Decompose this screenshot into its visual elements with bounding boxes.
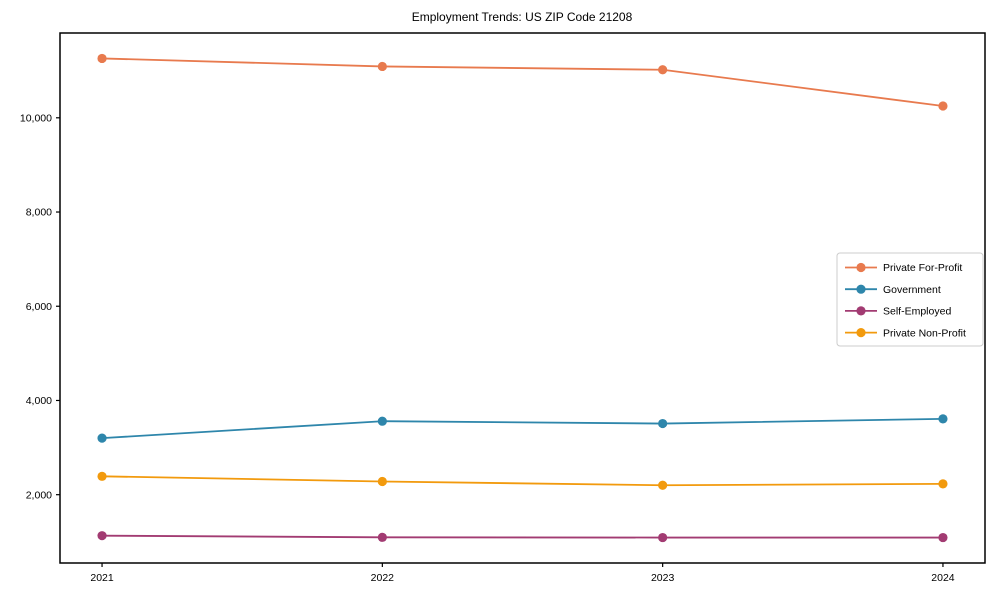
legend-box [836, 252, 984, 347]
x-tick-label: 2022 [371, 572, 395, 584]
y-tick-label: 2,000 [26, 489, 52, 501]
plot-frame [59, 32, 986, 564]
y-tick-label: 8,000 [26, 207, 52, 219]
data-point-marker [377, 416, 387, 426]
series-line [102, 57, 944, 107]
y-tick-label: 6,000 [26, 301, 52, 313]
data-point-marker [938, 101, 948, 111]
legend-label: Self-Employed [883, 306, 951, 318]
data-point-marker [938, 479, 948, 489]
legend-label: Government [883, 284, 941, 296]
legend-marker [856, 284, 866, 294]
series-line [101, 417, 943, 440]
legend-label: Private Non-Profit [883, 327, 966, 339]
data-point-marker [97, 433, 107, 443]
legend-label: Private For-Profit [883, 262, 962, 274]
data-point-marker [97, 53, 107, 64]
y-tick-label: 4,000 [26, 395, 52, 407]
x-tick-label: 2023 [651, 572, 675, 584]
data-point-marker [97, 531, 107, 541]
data-point-marker [377, 61, 387, 72]
data-point-marker [377, 476, 387, 487]
x-tick-label: 2024 [931, 572, 955, 584]
data-point-marker [658, 418, 668, 429]
series-line [102, 475, 943, 487]
legend-marker [856, 262, 866, 273]
data-point-marker [658, 480, 668, 490]
chart-title: Employment Trends: US ZIP Code 21208 [412, 10, 633, 24]
data-point-marker [938, 414, 948, 424]
data-point-marker [97, 471, 107, 481]
legend-marker [856, 306, 866, 316]
data-point-marker [938, 532, 948, 543]
data-point-marker [658, 65, 668, 75]
data-point-marker [377, 532, 387, 542]
chart-content: 2,000 4,000 6,000 8,000 10,000 2021 2022 2023 20… [20, 32, 986, 584]
legend-marker [856, 328, 866, 338]
data-point-marker [658, 532, 668, 543]
series-line [102, 534, 943, 539]
x-tick-label: 2021 [90, 572, 114, 584]
y-tick-label: 10,000 [20, 113, 52, 125]
